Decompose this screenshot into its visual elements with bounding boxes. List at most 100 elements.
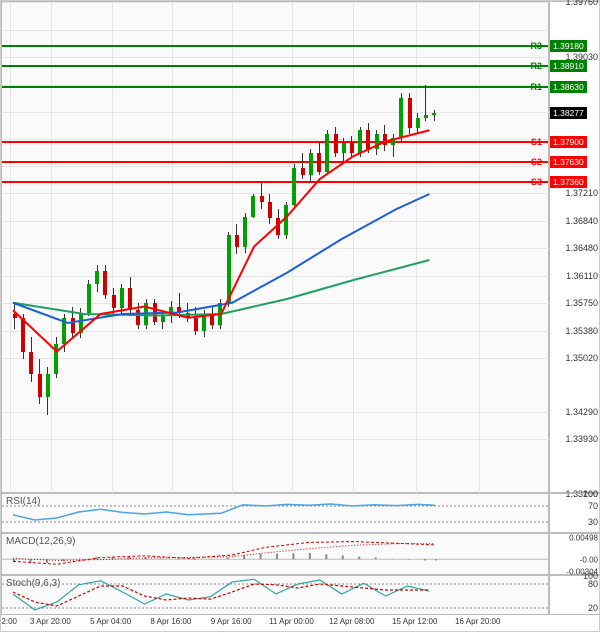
ytick-label: 1.39760 — [565, 0, 598, 7]
xtick-label: 8 Apr 16:00 — [150, 617, 191, 626]
candle-body — [276, 218, 280, 235]
level-price-tag: 1.37630 — [550, 156, 587, 168]
chart-container: R1 R2 R3 S1 S2 S3 RSI(14) MACD(12,26,9) Stoch… — [0, 0, 600, 632]
ytick-label: 1.34290 — [565, 407, 598, 417]
candle-body — [260, 196, 264, 202]
level-price-tag: 1.37360 — [550, 176, 587, 188]
candle-body — [350, 143, 354, 153]
candle-body — [375, 134, 379, 149]
y-axis-macd: 0.00498-0.00-0.00304 — [549, 533, 600, 575]
candle-body — [366, 130, 370, 149]
ytick-label: 1.37210 — [565, 188, 598, 198]
x-axis: 2:00 3 Apr 20:00 5 Apr 04:00 8 Apr 16:00 9 A… — [1, 615, 549, 633]
candle-body — [227, 235, 231, 303]
candle-body — [161, 316, 165, 322]
candle-body — [103, 271, 107, 296]
candle-body — [210, 314, 214, 325]
candle-body — [383, 134, 387, 145]
candle-body — [186, 313, 190, 318]
candle-body — [235, 235, 239, 246]
level-label: R2 — [530, 61, 542, 71]
level-line-S1 — [2, 141, 548, 143]
candle-body — [112, 295, 116, 308]
candle-body — [325, 134, 329, 172]
stoch-panel[interactable]: Stoch(9,6,3) — [1, 575, 549, 615]
level-price-tag: 1.37900 — [550, 136, 587, 148]
candle-body — [317, 153, 321, 172]
level-label: R3 — [530, 41, 542, 51]
candle-body — [284, 205, 288, 235]
level-line-S2 — [2, 161, 548, 163]
level-label: S3 — [531, 177, 542, 187]
ytick-label: 1.33930 — [565, 434, 598, 444]
candle-body — [79, 313, 83, 333]
candle-body — [416, 118, 420, 129]
candle-body — [424, 115, 428, 117]
candle-body — [46, 374, 50, 397]
candle-body — [153, 303, 157, 322]
level-line-R3 — [2, 45, 548, 47]
candle-body — [194, 318, 198, 331]
y-axis-stoch: 2080100 — [549, 575, 600, 615]
candle-body — [87, 284, 91, 313]
candle-body — [408, 98, 412, 128]
candle-body — [62, 318, 66, 344]
level-label: S1 — [531, 137, 542, 147]
level-label: S2 — [531, 157, 542, 167]
xtick-label: 2:00 — [1, 617, 17, 626]
ytick-label: 1.36480 — [565, 243, 598, 253]
candle-body — [202, 314, 206, 331]
candle-body — [301, 168, 305, 176]
ytick-label: 1.36840 — [565, 216, 598, 226]
ytick-label: 1.35380 — [565, 326, 598, 336]
ytick-label: 1.36110 — [566, 271, 598, 281]
level-line-R1 — [2, 86, 548, 88]
ytick-label: 1.35020 — [565, 353, 598, 363]
candle-body — [21, 318, 25, 352]
current-price-tag: 1.38277 — [550, 107, 587, 119]
candle-body — [391, 138, 395, 146]
candle-wick — [179, 293, 180, 318]
candle-body — [334, 134, 338, 153]
level-label: R1 — [530, 82, 542, 92]
level-price-tag: 1.38630 — [550, 81, 587, 93]
xtick-label: 3 Apr 20:00 — [30, 617, 71, 626]
candle-wick — [434, 110, 435, 121]
candle-body — [432, 113, 436, 115]
candle-body — [120, 288, 124, 308]
candle-body — [169, 307, 173, 316]
xtick-label: 12 Apr 08:00 — [329, 617, 374, 626]
y-axis-rsi: 3070100 — [549, 493, 600, 533]
candle-body — [268, 202, 272, 219]
candle-body — [243, 217, 247, 247]
candle-body — [95, 271, 99, 285]
candle-body — [399, 98, 403, 138]
level-price-tag: 1.38910 — [550, 60, 587, 72]
macd-panel[interactable]: MACD(12,26,9) — [1, 533, 549, 575]
xtick-label: 5 Apr 04:00 — [90, 617, 131, 626]
candle-body — [71, 318, 75, 333]
candle-body — [342, 143, 346, 153]
candle-body — [13, 314, 17, 318]
candle-body — [218, 303, 222, 326]
candle-body — [144, 303, 148, 326]
main-price-panel[interactable]: R1 R2 R3 S1 S2 S3 — [1, 1, 549, 493]
xtick-label: 16 Apr 20:00 — [455, 617, 500, 626]
level-line-S3 — [2, 181, 548, 183]
level-line-R2 — [2, 65, 548, 67]
ytick-label: 1.35750 — [565, 298, 598, 308]
rsi-panel[interactable]: RSI(14) — [1, 493, 549, 533]
candle-body — [136, 310, 140, 325]
candle-body — [358, 130, 362, 153]
y-axis-main: 1.332001.339301.342901.350201.353801.357… — [549, 1, 600, 493]
xtick-label: 15 Apr 12:00 — [392, 617, 437, 626]
candle-body — [251, 196, 255, 217]
candle-body — [29, 352, 33, 375]
xtick-label: 9 Apr 16:00 — [211, 617, 252, 626]
xtick-label: 11 Apr 00:00 — [269, 617, 314, 626]
level-price-tag: 1.39180 — [550, 40, 587, 52]
candle-body — [292, 168, 296, 206]
candle-body — [177, 307, 181, 313]
candle-body — [128, 288, 132, 311]
candle-body — [54, 344, 58, 374]
